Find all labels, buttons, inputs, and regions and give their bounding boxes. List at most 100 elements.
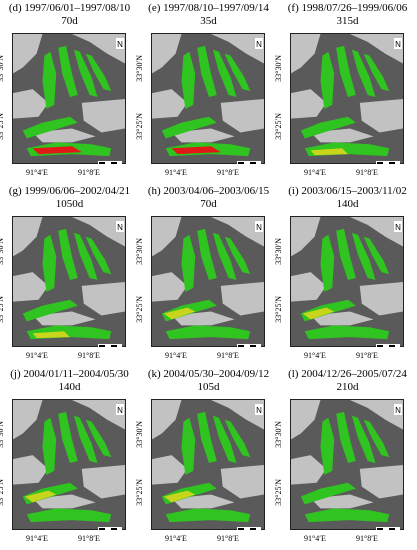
panel-duration: 35d	[200, 15, 217, 27]
north-arrow-icon: N	[255, 402, 263, 415]
latitude-label-bottom: 33°25′N	[274, 479, 283, 506]
moderate-velocity-area	[163, 490, 196, 503]
glacier-velocity-area	[300, 116, 356, 139]
latitude-label-bottom: 33°25′N	[274, 113, 283, 140]
scale-bar-icon	[237, 153, 261, 166]
velocity-map	[151, 399, 265, 530]
north-arrow-icon: N	[255, 36, 263, 49]
north-arrow-label: N	[395, 40, 401, 49]
moderate-velocity-area	[32, 331, 70, 339]
longitude-label-right: 91°8′E	[217, 351, 239, 360]
glacier-velocity-area	[42, 51, 57, 109]
high-velocity-area	[171, 146, 221, 155]
moderate-velocity-area	[310, 148, 348, 156]
glacier-velocity-area	[212, 415, 237, 464]
longitude-label-left: 91°4′E	[304, 534, 326, 543]
longitude-label-left: 91°4′E	[304, 168, 326, 177]
latitude-label-bottom: 33°25′N	[135, 296, 144, 323]
glacier-velocity-area	[58, 411, 78, 464]
panel-4: (h) 2003/04/06–2003/06/15 70d 33°30′N 33°25…	[135, 183, 278, 366]
north-arrow-label: N	[117, 406, 123, 415]
glacier-velocity-area	[85, 236, 112, 275]
glacier-velocity-area	[181, 234, 196, 292]
glacier-velocity-area	[212, 49, 237, 98]
high-velocity-area	[32, 146, 82, 155]
velocity-map	[290, 216, 404, 347]
glacier-velocity-area	[73, 415, 98, 464]
glacier-velocity-area	[85, 419, 112, 458]
panel-duration: 140d	[58, 381, 81, 393]
glacier-velocity-area	[320, 51, 335, 109]
panel-caption: (l) 2004/12/26–2005/07/24	[288, 368, 407, 380]
latitude-label-top: 33°30′N	[135, 421, 144, 448]
north-arrow-icon: N	[394, 36, 402, 49]
panel-caption: (d) 1997/06/01–1997/08/10	[8, 2, 131, 14]
glacier-velocity-area	[351, 415, 376, 464]
velocity-map	[12, 33, 126, 164]
north-arrow-icon: N	[116, 402, 124, 415]
glacier-velocity-area	[161, 116, 217, 139]
glacier-velocity-area	[363, 236, 390, 275]
panel-6: (j) 2004/01/11–2004/05/30 140d 33°30′N 33°2…	[0, 366, 139, 549]
glacier-velocity-area	[304, 325, 390, 340]
velocity-map	[151, 216, 265, 347]
panel-8: (l) 2004/12/26–2005/07/24 210d 33°30′N 33°2…	[274, 366, 417, 549]
panel-caption: (f) 1998/07/26–1999/06/06	[287, 2, 408, 14]
longitude-label-right: 91°8′E	[356, 351, 378, 360]
velocity-map	[12, 399, 126, 530]
glacier-velocity-area	[363, 53, 390, 92]
glacier-velocity-area	[22, 116, 78, 139]
panel-1: (e) 1997/08/10–1997/09/14 35d 33°30′N 33°25…	[135, 0, 278, 183]
glacier-velocity-area	[363, 419, 390, 458]
longitude-label-left: 91°4′E	[26, 168, 48, 177]
panel-caption: (k) 2004/05/30–2004/09/12	[147, 368, 270, 380]
panel-caption: (g) 1999/06/06–2002/04/21	[8, 185, 131, 197]
north-arrow-label: N	[117, 223, 123, 232]
panel-2: (f) 1998/07/26–1999/06/06 315d 33°30′N 33°2…	[274, 0, 417, 183]
scale-bar-icon	[376, 336, 400, 349]
panel-caption: (i) 2003/06/15–2003/11/02	[288, 185, 407, 197]
glacier-velocity-area	[85, 53, 112, 92]
latitude-label-bottom: 33°25′N	[135, 479, 144, 506]
latitude-label-bottom: 33°25′N	[0, 296, 5, 323]
glacier-velocity-area	[181, 51, 196, 109]
scale-bar-icon	[98, 153, 122, 166]
north-arrow-icon: N	[116, 219, 124, 232]
latitude-label-bottom: 33°25′N	[135, 113, 144, 140]
glacier-velocity-area	[165, 508, 251, 523]
moderate-velocity-area	[302, 307, 335, 320]
glacier-velocity-area	[320, 234, 335, 292]
north-arrow-label: N	[256, 40, 262, 49]
velocity-map	[12, 216, 126, 347]
panel-duration: 1050d	[55, 198, 84, 210]
latitude-label-top: 33°30′N	[274, 238, 283, 265]
latitude-label-top: 33°30′N	[135, 238, 144, 265]
longitude-label-right: 91°8′E	[217, 168, 239, 177]
glacier-velocity-area	[165, 325, 251, 340]
latitude-label-bottom: 33°25′N	[0, 113, 5, 140]
panel-duration: 70d	[61, 15, 78, 27]
scale-bar-icon	[98, 336, 122, 349]
longitude-label-left: 91°4′E	[165, 168, 187, 177]
glacier-velocity-area	[73, 49, 98, 98]
glacier-velocity-area	[22, 299, 78, 322]
glacier-velocity-area	[336, 228, 356, 281]
latitude-label-top: 33°30′N	[274, 55, 283, 82]
longitude-label-right: 91°8′E	[217, 534, 239, 543]
longitude-label-right: 91°8′E	[78, 168, 100, 177]
panel-duration: 140d	[336, 198, 359, 210]
glacier-velocity-area	[42, 417, 57, 475]
longitude-label-right: 91°8′E	[356, 534, 378, 543]
glacier-velocity-area	[58, 228, 78, 281]
latitude-label-top: 33°30′N	[274, 421, 283, 448]
north-arrow-label: N	[395, 406, 401, 415]
latitude-label-top: 33°30′N	[0, 55, 5, 82]
panel-duration: 315d	[336, 15, 359, 27]
velocity-map	[290, 399, 404, 530]
glacier-velocity-area	[197, 411, 217, 464]
latitude-label-top: 33°30′N	[135, 55, 144, 82]
panel-0: (d) 1997/06/01–1997/08/10 70d 33°30′N 33°25…	[0, 0, 139, 183]
north-arrow-icon: N	[394, 402, 402, 415]
scale-bar-icon	[237, 519, 261, 532]
glacier-velocity-area	[336, 411, 356, 464]
